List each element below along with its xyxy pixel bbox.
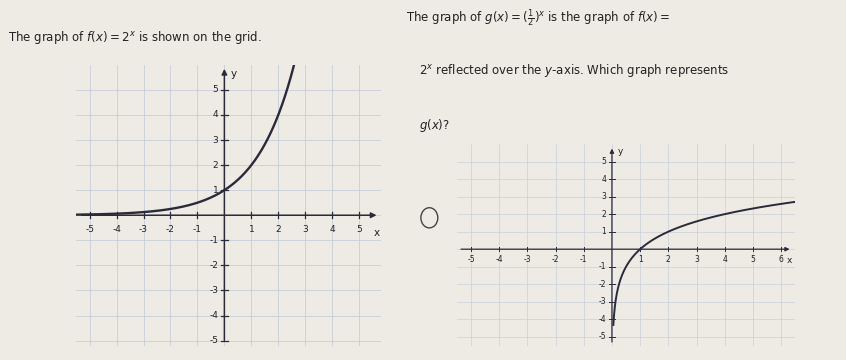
Text: y: y	[618, 147, 623, 156]
Text: 4: 4	[213, 111, 218, 120]
Text: -4: -4	[210, 311, 218, 320]
Text: 1: 1	[212, 186, 218, 195]
Text: -3: -3	[139, 225, 148, 234]
Text: x: x	[374, 228, 380, 238]
Text: x: x	[787, 256, 793, 265]
Text: 1: 1	[602, 227, 607, 236]
Text: -1: -1	[210, 236, 218, 245]
Text: -5: -5	[467, 255, 475, 264]
Text: 4: 4	[722, 255, 728, 264]
Text: -4: -4	[599, 315, 607, 324]
Text: 2: 2	[276, 225, 281, 234]
Text: $g(x)$?: $g(x)$?	[420, 117, 450, 134]
Text: 3: 3	[212, 135, 218, 144]
Text: 1: 1	[249, 225, 254, 234]
Text: -4: -4	[495, 255, 503, 264]
Text: -5: -5	[210, 336, 218, 345]
Text: 3: 3	[302, 225, 308, 234]
Text: 5: 5	[602, 157, 607, 166]
Text: -2: -2	[552, 255, 559, 264]
Text: 4: 4	[602, 175, 607, 184]
Text: 3: 3	[694, 255, 699, 264]
Text: -3: -3	[210, 286, 218, 295]
Text: 2: 2	[602, 210, 607, 219]
Text: 2: 2	[213, 161, 218, 170]
Text: 5: 5	[750, 255, 755, 264]
Text: -1: -1	[580, 255, 587, 264]
Text: 5: 5	[212, 85, 218, 94]
Text: The graph of $f(x) = 2^x$ is shown on the grid.: The graph of $f(x) = 2^x$ is shown on th…	[8, 29, 262, 46]
Text: 6: 6	[778, 255, 783, 264]
Text: -5: -5	[599, 332, 607, 341]
Text: -3: -3	[524, 255, 531, 264]
Text: -4: -4	[113, 225, 121, 234]
Text: -2: -2	[210, 261, 218, 270]
Text: -1: -1	[193, 225, 202, 234]
Text: -1: -1	[599, 262, 607, 271]
Text: -2: -2	[166, 225, 175, 234]
Text: 3: 3	[602, 192, 607, 201]
Text: 4: 4	[329, 225, 335, 234]
Text: -3: -3	[599, 297, 607, 306]
Text: y: y	[231, 68, 237, 78]
Text: 1: 1	[638, 255, 642, 264]
Text: The graph of $g(x) = (\frac{1}{2})^x$ is the graph of $f(x) =$: The graph of $g(x) = (\frac{1}{2})^x$ is…	[406, 7, 670, 29]
Text: 2: 2	[666, 255, 671, 264]
Text: -5: -5	[85, 225, 94, 234]
Text: $2^x$ reflected over the $y$-axis. Which graph represents: $2^x$ reflected over the $y$-axis. Which…	[420, 62, 730, 79]
Text: 5: 5	[356, 225, 362, 234]
Text: -2: -2	[599, 280, 607, 289]
